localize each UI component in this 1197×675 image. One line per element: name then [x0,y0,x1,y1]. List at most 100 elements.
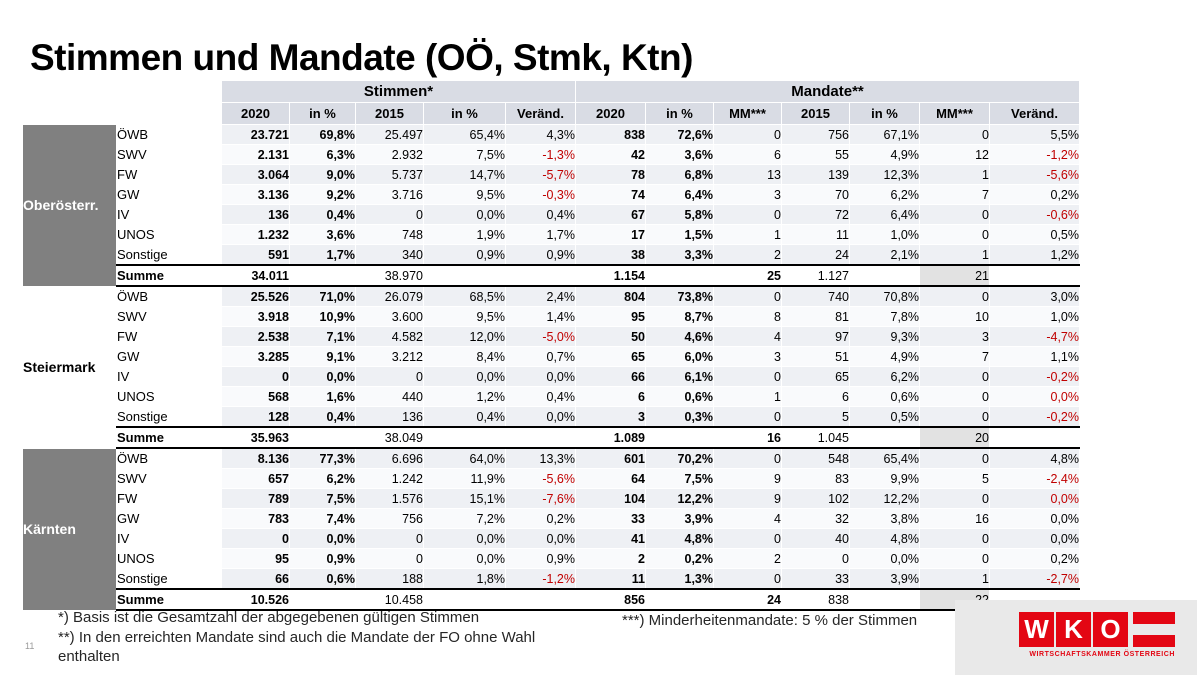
value-cell: 66 [575,366,646,387]
value-cell: 340 [355,244,424,266]
value-cell: 6,2% [849,184,920,205]
value-cell: 9 [713,468,782,489]
value-cell: 0 [355,528,424,549]
table-row: Steiermark ÖWB 25.526 71,0% 26.079 68,5% 2,4% 8… [22,285,1080,449]
value-cell: 2 [713,244,782,266]
value-cell: 1 [919,164,990,185]
value-cell: 5 [781,406,850,428]
value-cell: 7,5% [289,488,356,509]
value-cell: 6,4% [645,184,714,205]
value-cell: 4,8% [989,447,1080,469]
value-cell: 4,8% [849,528,920,549]
summe-value-cell [505,264,576,287]
value-cell: 1 [919,568,990,590]
logo-caption: WIRTSCHAFTSKAMMER ÖSTERREICH [1029,651,1175,658]
value-cell: -5,6% [505,468,576,489]
value-cell: 0,2% [989,548,1080,569]
summe-value-cell [289,588,356,611]
value-cell: 6,3% [289,144,356,165]
value-cell: 136 [355,406,424,428]
value-cell: 15,1% [423,488,506,509]
value-cell: 0,4% [289,406,356,428]
value-cell: 0,0% [505,366,576,387]
value-cell: 0,3% [645,406,714,428]
table-row: Oberösterr. ÖWB 23.721 69,8% 25.497 65,4% 4,3%… [22,124,1080,287]
value-cell: 3,9% [645,508,714,529]
value-cell: 3 [713,346,782,367]
value-cell: 70,2% [645,447,714,469]
value-cell: -1,2% [505,568,576,590]
value-cell: 0,0% [423,548,506,569]
value-cell: -4,7% [989,326,1080,347]
value-cell: 2,1% [849,244,920,266]
value-cell: 0,0% [423,528,506,549]
value-cell: -2,4% [989,468,1080,489]
value-cell: 4 [713,508,782,529]
summe-value-cell: 20 [919,426,990,449]
results-table: Stimmen* Mandate** 2020 in % 2015 in % Veränd.… [22,80,1080,611]
value-cell: 0,5% [989,224,1080,245]
value-cell: 7 [919,346,990,367]
value-cell: 40 [781,528,850,549]
value-cell: 0 [919,366,990,387]
value-cell: 440 [355,386,424,407]
value-cell: 0 [713,366,782,387]
value-cell: 104 [575,488,646,509]
value-cell: 1,3% [645,568,714,590]
party-label: FW [116,164,222,185]
table-row: IV 0 0,0% 0 0,0% 0,0% 41 4,8% 0 40 4,8% 0 0,0% [23,528,1080,549]
value-cell: 4,9% [849,346,920,367]
wko-logo-panel: W K O WIRTSCHAFTSKAMMER ÖSTERREICH [955,600,1197,675]
value-cell: 139 [781,164,850,185]
value-cell: -0,3% [505,184,576,205]
value-cell: 0 [355,366,424,387]
value-cell: 12,0% [423,326,506,347]
value-cell: 6,4% [849,204,920,225]
value-cell: 0 [713,406,782,428]
value-cell: 0,0% [423,366,506,387]
party-label: UNOS [116,224,222,245]
value-cell: 1,2% [989,244,1080,266]
value-cell: 16 [919,508,990,529]
value-cell: 65,4% [423,124,506,145]
value-cell: 3.716 [355,184,424,205]
value-cell: 6 [713,144,782,165]
logo-letter-o: O [1093,612,1128,647]
value-cell: 1.232 [221,224,290,245]
group-header-mandate: Mandate** [575,80,1080,103]
party-label: IV [116,204,222,225]
value-cell: 6 [575,386,646,407]
summe-value-cell [289,264,356,287]
value-cell: 1,6% [289,386,356,407]
value-cell: 0 [919,488,990,509]
value-cell: 25.497 [355,124,424,145]
summe-value-cell [645,264,714,287]
summe-value-cell [423,264,506,287]
value-cell: 0,0% [849,548,920,569]
party-label: GW [116,346,222,367]
value-cell: -0,2% [989,366,1080,387]
summe-value-cell [849,588,920,611]
region-label: Steiermark [22,285,117,449]
value-cell: 9 [713,488,782,509]
value-cell: 0,6% [289,568,356,590]
value-cell: 7 [919,184,990,205]
value-cell: 2,4% [505,285,576,307]
value-cell: 756 [355,508,424,529]
summe-value-cell [423,588,506,611]
value-cell: 78 [575,164,646,185]
value-cell: 0,2% [645,548,714,569]
value-cell: 1,1% [989,346,1080,367]
value-cell: 3.918 [221,306,290,327]
value-cell: 1 [713,386,782,407]
summe-value-cell: 24 [713,588,782,611]
table-row: FW 2.538 7,1% 4.582 12,0% -5,0% 50 4,6% 4 97 9,3% 3… [23,326,1080,347]
value-cell: 51 [781,346,850,367]
value-cell: 0,7% [505,346,576,367]
value-cell: 0 [919,224,990,245]
value-cell: 14,7% [423,164,506,185]
value-cell: 0,0% [989,386,1080,407]
value-cell: 0 [919,204,990,225]
party-label: FW [116,326,222,347]
table-row: Sonstige 66 0,6% 188 1,8% -1,2% 11 1,3% 0 33 3,9% 1… [23,568,1080,590]
